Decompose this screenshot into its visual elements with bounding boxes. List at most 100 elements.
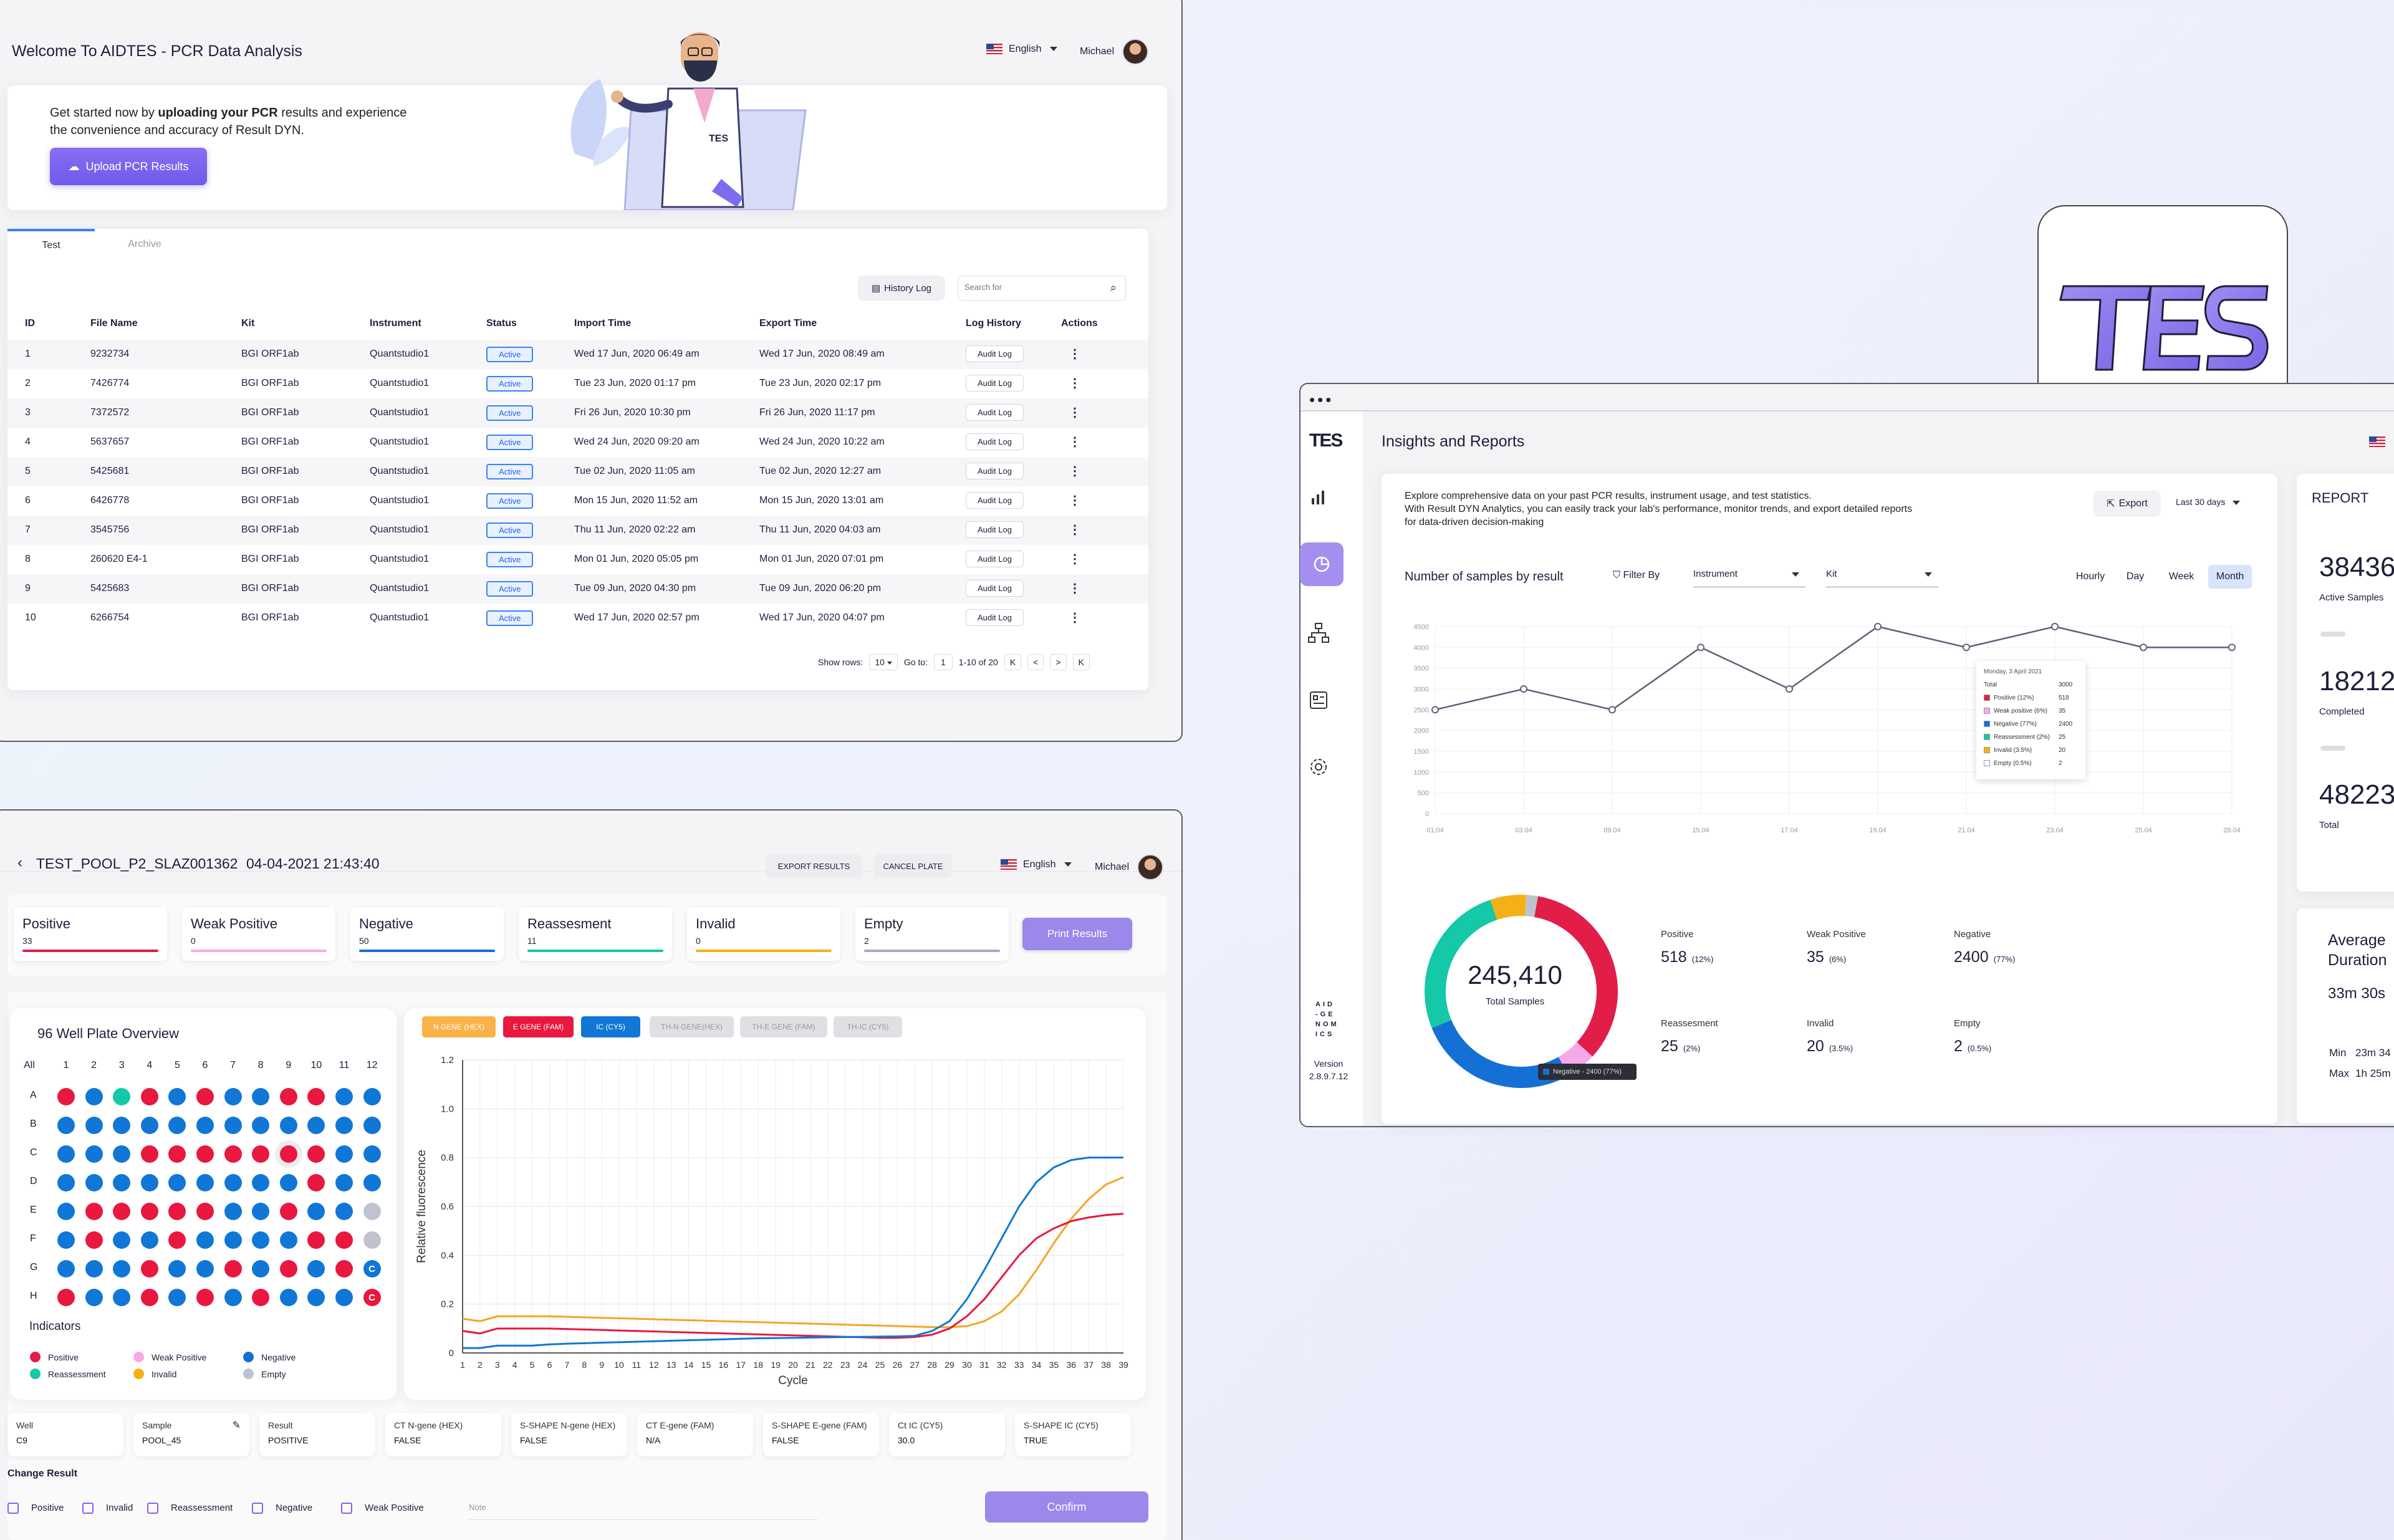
plate-well[interactable]: [224, 1260, 242, 1278]
plate-col-header[interactable]: 11: [339, 1060, 350, 1071]
plate-well[interactable]: [85, 1145, 103, 1163]
edit-pencil-icon[interactable]: ✎: [232, 1420, 241, 1431]
plate-well[interactable]: [279, 1231, 297, 1249]
plate-well[interactable]: [307, 1231, 325, 1249]
sidebar-item-analytics[interactable]: [1303, 482, 1334, 513]
confirm-button[interactable]: Confirm: [985, 1491, 1148, 1523]
plate-well[interactable]: [113, 1174, 131, 1191]
plate-well[interactable]: [363, 1174, 381, 1191]
plate-well[interactable]: [196, 1260, 214, 1278]
period-tab-month[interactable]: Month: [2208, 565, 2252, 589]
plate-well[interactable]: [363, 1231, 381, 1249]
plate-well[interactable]: [113, 1260, 131, 1278]
next-page-button[interactable]: >: [1050, 654, 1067, 670]
plate-well[interactable]: [85, 1088, 103, 1105]
plate-well[interactable]: [196, 1289, 214, 1306]
plate-well[interactable]: [168, 1117, 186, 1134]
plate-well[interactable]: [168, 1289, 186, 1306]
table-row[interactable]: 1 9232734 BGI ORF1ab Quantstudio1 Active Wed …: [7, 340, 1148, 369]
plate-well[interactable]: [113, 1117, 131, 1134]
plate-col-header[interactable]: 2: [91, 1060, 97, 1071]
more-actions-icon[interactable]: ⋮: [1069, 347, 1081, 361]
change-option-checkbox[interactable]: Negative: [252, 1503, 312, 1514]
plate-well[interactable]: [279, 1260, 297, 1278]
table-row[interactable]: 9 5425683 BGI ORF1ab Quantstudio1 Active Tue …: [7, 574, 1148, 604]
plate-well[interactable]: [335, 1203, 353, 1220]
more-actions-icon[interactable]: ⋮: [1069, 523, 1081, 537]
plate-well[interactable]: [140, 1289, 158, 1306]
plate-col-header[interactable]: 9: [286, 1060, 292, 1071]
search-box[interactable]: ⌕: [958, 276, 1126, 301]
plate-well[interactable]: [168, 1145, 186, 1163]
more-actions-icon[interactable]: ⋮: [1069, 464, 1081, 478]
plate-row-header[interactable]: A: [30, 1090, 37, 1100]
back-icon[interactable]: ‹: [17, 854, 22, 871]
plate-well[interactable]: [307, 1260, 325, 1278]
summary-card[interactable]: Empty 2: [855, 907, 1009, 961]
checkbox[interactable]: [82, 1503, 94, 1514]
audit-log-button[interactable]: Audit Log: [966, 433, 1024, 450]
table-row[interactable]: 10 6266754 BGI ORF1ab Quantstudio1 Active Wed…: [7, 604, 1148, 633]
sidebar-item-settings[interactable]: [1303, 751, 1334, 782]
plate-row-header[interactable]: B: [30, 1119, 37, 1129]
plate-row-header[interactable]: H: [30, 1291, 37, 1301]
plate-well[interactable]: [363, 1088, 381, 1105]
plate-well[interactable]: [85, 1260, 103, 1278]
plate-well[interactable]: [113, 1289, 131, 1306]
table-row[interactable]: 7 3545756 BGI ORF1ab Quantstudio1 Active Thu …: [7, 516, 1148, 545]
kit-select[interactable]: Kit: [1826, 564, 1938, 587]
plate-well[interactable]: [335, 1145, 353, 1163]
plate-well[interactable]: [363, 1145, 381, 1163]
plate-row-header[interactable]: E: [30, 1205, 37, 1215]
plate-well[interactable]: [224, 1174, 242, 1191]
audit-log-button[interactable]: Audit Log: [966, 345, 1024, 362]
plate-well[interactable]: [113, 1145, 131, 1163]
period-tab-hourly[interactable]: Hourly: [2075, 571, 2105, 582]
plate-well[interactable]: [168, 1260, 186, 1278]
user-menu[interactable]: Michael: [1095, 854, 1164, 880]
change-option-checkbox[interactable]: Positive: [7, 1503, 64, 1514]
plate-well[interactable]: [279, 1289, 297, 1306]
plate-well[interactable]: [224, 1231, 242, 1249]
plate-col-header[interactable]: 4: [147, 1060, 153, 1071]
audit-log-button[interactable]: Audit Log: [966, 492, 1024, 509]
more-actions-icon[interactable]: ⋮: [1069, 377, 1081, 390]
plate-well[interactable]: [140, 1145, 158, 1163]
plate-well[interactable]: [140, 1088, 158, 1105]
plate-row-header[interactable]: G: [30, 1262, 38, 1273]
plate-well[interactable]: [196, 1231, 214, 1249]
plate-well[interactable]: [196, 1203, 214, 1220]
date-range-select[interactable]: Last 30 days: [2176, 497, 2241, 507]
more-actions-icon[interactable]: ⋮: [1069, 582, 1081, 595]
table-row[interactable]: 6 6426778 BGI ORF1ab Quantstudio1 Active Mon …: [7, 486, 1148, 516]
period-tab-week[interactable]: Week: [2168, 571, 2194, 582]
more-actions-icon[interactable]: ⋮: [1069, 552, 1081, 566]
plate-row-header[interactable]: D: [30, 1176, 37, 1186]
table-row[interactable]: 5 5425681 BGI ORF1ab Quantstudio1 Active Tue …: [7, 457, 1148, 486]
audit-log-button[interactable]: Audit Log: [966, 551, 1024, 567]
plate-well[interactable]: [335, 1117, 353, 1134]
plate-well[interactable]: [307, 1203, 325, 1220]
prev-page-button[interactable]: <: [1027, 654, 1044, 670]
summary-card[interactable]: Positive 33: [14, 907, 167, 961]
tab-archive[interactable]: Archive: [128, 239, 161, 249]
checkbox[interactable]: [7, 1503, 19, 1514]
plate-well[interactable]: [140, 1117, 158, 1134]
summary-card[interactable]: Weak Positive 0: [182, 907, 335, 961]
language-select[interactable]: English: [1001, 859, 1072, 870]
us-flag-icon[interactable]: [2369, 436, 2392, 448]
user-menu[interactable]: Michael: [1080, 39, 1149, 65]
gene-tag[interactable]: TH-E GENE (FAM): [740, 1016, 827, 1037]
language-select[interactable]: English: [986, 44, 1057, 55]
audit-log-button[interactable]: Audit Log: [966, 609, 1024, 626]
plate-well[interactable]: [224, 1088, 242, 1105]
plate-row-header[interactable]: F: [30, 1233, 36, 1244]
audit-log-button[interactable]: Audit Log: [966, 404, 1024, 421]
gene-tag[interactable]: TH-IC (CY5): [834, 1016, 902, 1037]
plate-well[interactable]: [85, 1203, 103, 1220]
plate-well[interactable]: [85, 1174, 103, 1191]
plate-well[interactable]: [57, 1289, 75, 1306]
checkbox[interactable]: [341, 1503, 352, 1514]
checkbox[interactable]: [147, 1503, 158, 1514]
plate-well[interactable]: [307, 1117, 325, 1134]
